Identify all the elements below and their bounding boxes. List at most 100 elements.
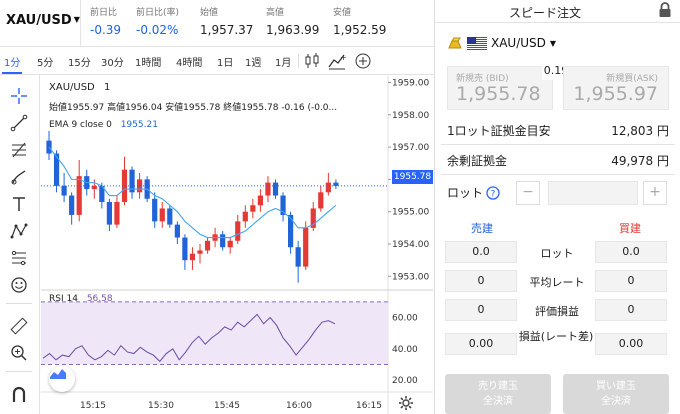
sell-pl: 0 <box>445 299 517 321</box>
candle-body <box>288 214 294 248</box>
stat-label: 始値 <box>200 8 219 18</box>
close-all-buy-button[interactable]: 買い建玉 全決済 <box>563 374 669 414</box>
timeframe-4h[interactable]: 4時間 <box>176 58 203 69</box>
timeframe-30m[interactable]: 30分 <box>101 58 124 69</box>
lot-minus-button[interactable]: − <box>516 181 540 205</box>
y-tick-label: 1959.00 <box>392 78 429 88</box>
timeframe-15m[interactable]: 15分 <box>68 58 91 69</box>
timeframe-5m[interactable]: 5分 <box>37 58 54 69</box>
chart-type-button[interactable] <box>49 366 75 392</box>
candle-body <box>303 227 309 267</box>
pair-label: XAU/USD <box>491 36 546 50</box>
measure-icon[interactable] <box>8 247 30 269</box>
chevron-down-icon: ▼ <box>549 38 557 48</box>
help-icon[interactable]: ? <box>486 185 500 200</box>
timeframe-1h[interactable]: 1時間 <box>135 58 162 69</box>
rsi-tick-label: 20.00 <box>392 376 418 386</box>
row-label-lot: ロット <box>540 247 574 260</box>
sell-lot: 0.0 <box>445 241 517 263</box>
bid-box[interactable]: 新規売 (BID) 1,955.78 <box>447 66 553 110</box>
candle-body <box>91 185 97 190</box>
rsi-legend[interactable]: RSI 14 56.58 <box>49 294 113 304</box>
x-tick-label: 16:15 <box>356 401 382 411</box>
y-tick-label: 1957.00 <box>392 143 429 153</box>
price-chart[interactable]: 1959.001958.001957.001956.001955.001954.… <box>41 76 433 414</box>
magnet-icon[interactable] <box>8 383 30 405</box>
svg-text:?: ? <box>491 189 496 199</box>
trendline-icon[interactable] <box>8 112 30 134</box>
chart-symbol: XAU/USD <box>49 82 95 93</box>
price-tag: 1955.78 <box>392 170 433 184</box>
free-margin-value: 49,978 円 <box>611 154 669 168</box>
y-tick-label: 1954.00 <box>392 240 429 250</box>
candle-body <box>227 240 233 248</box>
zoom-in-icon[interactable] <box>8 342 30 364</box>
candle-body <box>106 202 112 225</box>
candle-body <box>204 240 211 251</box>
indicator-icon[interactable]: + <box>327 51 347 71</box>
buy-lot: 0.0 <box>595 241 667 263</box>
rsi-band <box>41 301 388 365</box>
lot-plus-button[interactable]: + <box>643 181 667 205</box>
candle-body <box>295 247 301 267</box>
timeframe-bar: 1分 5分 15分 30分 1時間 4時間 1日 1週 1月 + <box>0 47 434 75</box>
timeframe-1d[interactable]: 1日 <box>217 58 234 69</box>
divider <box>441 144 675 145</box>
speed-order-panel: スピード注文 XAU/USD ▼ 新規売 (BID) 1,955.78 0.19… <box>434 0 680 414</box>
x-tick-label: 15:30 <box>148 401 174 411</box>
panel-title: スピード注文 <box>508 6 581 20</box>
gold-bar-icon <box>448 37 462 49</box>
y-tick-label: 1958.00 <box>392 111 429 121</box>
x-tick-label: 16:00 <box>286 401 312 411</box>
svg-text:+: + <box>340 53 347 62</box>
row-label-pl: 評価損益 <box>535 305 579 318</box>
pattern-icon[interactable] <box>8 220 30 242</box>
brush-icon[interactable] <box>8 166 30 188</box>
close-all-sell-button[interactable]: 売り建玉 全決済 <box>445 374 551 414</box>
stat-value: 1,952.59 <box>333 23 387 37</box>
candle-body <box>137 179 143 193</box>
sell-avg-rate: 0 <box>445 270 517 292</box>
symbol-selector[interactable]: XAU/USD ▼ <box>6 13 80 28</box>
compare-icon[interactable] <box>353 51 373 71</box>
stat-low: 安値 1,952.59 <box>333 5 386 37</box>
pair-selector[interactable]: XAU/USD ▼ <box>447 36 556 50</box>
chart-title: XAU/USD 1 <box>49 82 110 93</box>
candle-body <box>99 185 105 202</box>
bid-price: 1,955.78 <box>456 83 541 105</box>
timeframe-1mo[interactable]: 1月 <box>275 58 292 69</box>
timeframe-1w[interactable]: 1週 <box>245 58 262 69</box>
ruler-icon[interactable] <box>8 315 30 337</box>
settings-icon[interactable] <box>398 395 414 411</box>
ask-price: 1,955.97 <box>573 83 658 105</box>
lot-label: ロット <box>447 186 484 200</box>
row-label-rate-diff: 損益(レート差) <box>518 330 594 343</box>
emoji-icon[interactable] <box>8 274 30 296</box>
candle-body <box>76 176 82 215</box>
chart-interval: 1 <box>103 82 111 93</box>
buy-header: 買建 <box>619 222 641 235</box>
candle-type-icon[interactable] <box>302 51 322 71</box>
ema-legend[interactable]: EMA 9 close 0 1955.21 <box>49 120 158 130</box>
lot-input[interactable] <box>548 181 638 205</box>
fib-icon[interactable] <box>8 139 30 161</box>
candle-body <box>159 208 165 222</box>
stat-label: 高値 <box>266 8 285 18</box>
candle-body <box>272 182 279 196</box>
text-icon[interactable] <box>8 193 30 215</box>
rsi-tick-label: 60.00 <box>392 314 418 324</box>
timeframe-1m[interactable]: 1分 <box>4 58 21 69</box>
rsi-line <box>42 313 336 363</box>
candle-body <box>197 250 203 254</box>
candle-body <box>318 192 324 209</box>
candle-body <box>174 224 180 238</box>
row-label-avg-rate: 平均レート <box>529 276 585 289</box>
ask-box[interactable]: 新規買(ASK) 1,955.97 <box>563 66 669 110</box>
y-tick-label: 1955.00 <box>392 208 429 218</box>
sell-header: 売建 <box>471 222 493 235</box>
chart-canvas[interactable]: 1959.001958.001957.001956.001955.001954.… <box>41 76 433 414</box>
lock-icon[interactable] <box>658 2 672 22</box>
candle-body <box>325 182 331 193</box>
candle-body <box>280 195 286 215</box>
crosshair-icon[interactable] <box>8 85 30 107</box>
